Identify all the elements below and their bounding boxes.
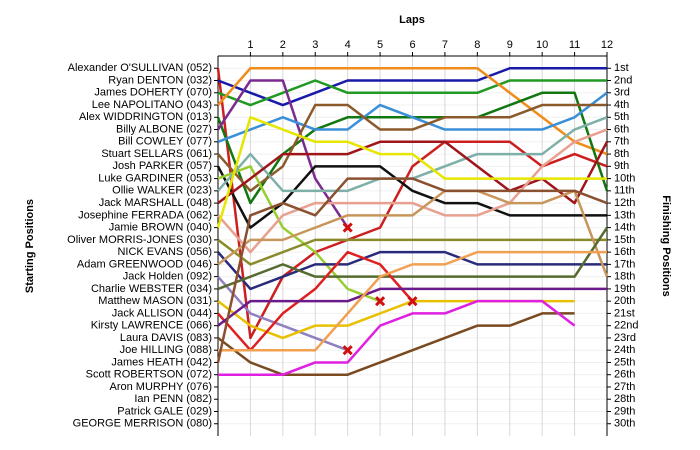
position-line <box>216 79 349 229</box>
y2-tick-label: 12th <box>614 197 635 209</box>
position-line <box>217 189 609 278</box>
y2-tick-label: 15th <box>614 234 635 246</box>
y-tick-label: Jack MARSHALL (048) <box>99 197 212 209</box>
y-tick-label: Jack Holden (092) <box>123 271 212 283</box>
retired-marker <box>407 296 418 307</box>
y2-tick-label: 25th <box>614 356 635 368</box>
y2-tick-label: 22nd <box>614 320 638 332</box>
position-line <box>217 250 607 291</box>
y2-tick-label: 30th <box>614 418 635 430</box>
x-tick-label: 7 <box>442 39 448 51</box>
y-tick-label: Alex WIDDRINGTON (013) <box>79 111 212 123</box>
y-axis-label: Starting Positions <box>24 199 36 293</box>
retired-marker <box>342 222 353 233</box>
y-tick-label: Jack ALLISON (044) <box>112 307 212 319</box>
y2-tick-label: 14th <box>614 222 635 234</box>
y-tick-label: Josephine FERRADA (062) <box>78 209 212 221</box>
retired-marker <box>342 345 353 356</box>
position-line <box>216 116 607 228</box>
position-line <box>217 79 607 107</box>
position-line <box>218 299 576 376</box>
y-tick-label: Ian PENN (082) <box>134 393 212 405</box>
y2-tick-label: 28th <box>614 393 635 405</box>
y-tick-label: Josh PARKER (057) <box>113 160 212 172</box>
y-tick-label: Kirsty LAWRENCE (066) <box>91 320 212 332</box>
position-line <box>217 128 608 254</box>
position-line <box>217 67 608 156</box>
y2-tick-label: 23rd <box>614 332 636 344</box>
y-tick-label: Scott ROBERTSON (072) <box>86 369 212 381</box>
y-tick-label: Ollie WALKER (023) <box>112 185 212 197</box>
y2-tick-label: 8th <box>614 148 629 160</box>
y2-tick-label: 19th <box>614 283 635 295</box>
y-tick-label: Laura DAVIS (083) <box>120 332 212 344</box>
position-line <box>217 226 609 291</box>
x-tick-label: 10 <box>536 39 548 51</box>
position-line <box>218 250 607 352</box>
y2-tick-label: 17th <box>614 258 635 270</box>
y2-tick-label: 5th <box>614 111 629 123</box>
y-tick-label: Joe HILLING (088) <box>120 344 212 356</box>
y-tick-label: Jamie BROWN (040) <box>109 222 212 234</box>
y2-axis-label: Finishing Positions <box>660 195 672 296</box>
x-tick-label: 9 <box>507 39 513 51</box>
y2-tick-label: 18th <box>614 271 635 283</box>
y2-tick-label: 20th <box>614 295 635 307</box>
y-tick-label: James HEATH (042) <box>111 356 212 368</box>
y-tick-label: Patrick GALE (029) <box>117 405 212 417</box>
y2-tick-label: 27th <box>614 381 635 393</box>
position-line <box>217 67 607 107</box>
position-line <box>217 287 607 327</box>
x-tick-label: 8 <box>474 39 480 51</box>
y2-tick-label: 9th <box>614 160 629 172</box>
y-tick-label: GEORGE MERRISON (080) <box>73 418 212 430</box>
x-tick-label: 5 <box>377 39 383 51</box>
y-tick-label: Matthew MASON (031) <box>98 295 212 307</box>
y2-tick-label: 1st <box>614 62 629 74</box>
position-line <box>217 91 608 143</box>
position-line <box>217 238 607 266</box>
y-tick-label: Alexander O'SULLIVAN (052) <box>68 62 212 74</box>
y2-tick-label: 21st <box>614 307 635 319</box>
y2-tick-label: 6th <box>614 123 629 135</box>
y2-tick-label: 2nd <box>614 74 632 86</box>
y2-tick-label: 29th <box>614 405 635 417</box>
y-tick-label: Ryan DENTON (032) <box>108 74 212 86</box>
chart-title: Laps <box>399 14 425 26</box>
retired-marker <box>375 296 386 307</box>
y2-tick-label: 4th <box>614 99 629 111</box>
y-tick-label: Adam GREENWOOD (046) <box>77 258 212 270</box>
y-tick-label: Luke GARDINER (053) <box>98 172 212 184</box>
y-tick-label: Lee NAPOLITANO (043) <box>92 99 212 111</box>
x-tick-label: 6 <box>409 39 415 51</box>
x-tick-label: 11 <box>569 39 580 51</box>
y2-tick-label: 24th <box>614 344 635 356</box>
y2-tick-label: 13th <box>614 209 635 221</box>
y-tick-label: Aron MURPHY (076) <box>110 381 213 393</box>
position-line <box>217 275 349 352</box>
x-tick-label: 2 <box>280 39 286 51</box>
y-tick-label: Charlie WEBSTER (034) <box>91 283 212 295</box>
y-tick-label: NICK EVANS (056) <box>117 246 212 258</box>
y-tick-label: Stuart SELLARS (061) <box>101 148 212 160</box>
x-tick-label: 12 <box>601 39 613 51</box>
x-tick-label: 3 <box>312 39 318 51</box>
position-line <box>217 103 607 193</box>
y2-tick-label: 26th <box>614 369 635 381</box>
y2-tick-label: 10th <box>614 172 635 184</box>
y-tick-label: Billy ALBONE (027) <box>116 123 212 135</box>
position-line <box>217 312 575 376</box>
y-tick-label: Oliver MORRIS-JONES (030) <box>67 234 212 246</box>
y2-tick-label: 11th <box>614 185 635 197</box>
y2-tick-label: 3rd <box>614 87 630 99</box>
y-tick-label: James DOHERTY (070) <box>94 87 212 99</box>
x-tick-label: 4 <box>345 39 351 51</box>
position-line <box>217 165 381 303</box>
y2-tick-label: 16th <box>614 246 635 258</box>
y-tick-label: Bill COWLEY (077) <box>118 136 212 148</box>
position-line <box>216 177 608 363</box>
x-tick-label: 1 <box>247 39 253 51</box>
y2-tick-label: 7th <box>614 136 629 148</box>
